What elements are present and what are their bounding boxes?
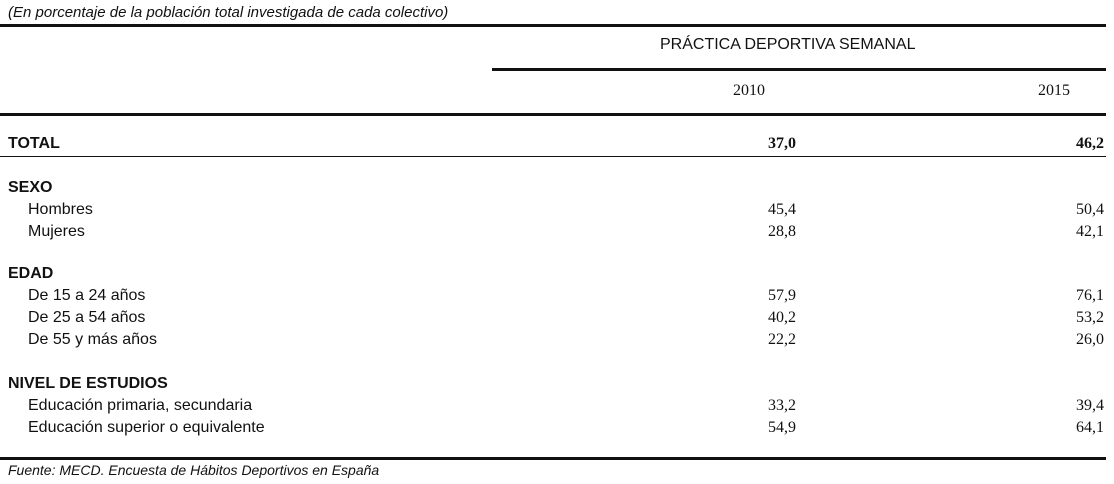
cell-mujeres-2010: 28,8 bbox=[768, 223, 796, 240]
header-bottom-rule bbox=[0, 113, 1106, 116]
cell-55-mas-2010: 22,2 bbox=[768, 331, 796, 348]
total-2010: 37,0 bbox=[768, 135, 796, 152]
bottom-rule bbox=[0, 457, 1106, 460]
row-label-25-54: De 25 a 54 años bbox=[28, 309, 146, 326]
year-header-2010: 2010 bbox=[733, 82, 765, 99]
row-label-hombres: Hombres bbox=[28, 201, 93, 218]
total-2015: 46,2 bbox=[1076, 135, 1104, 152]
cell-hombres-2015: 50,4 bbox=[1076, 201, 1104, 218]
cell-superior-2015: 64,1 bbox=[1076, 419, 1104, 436]
cell-mujeres-2015: 42,1 bbox=[1076, 223, 1104, 240]
row-label-superior: Educación superior o equivalente bbox=[28, 419, 265, 436]
cell-superior-2010: 54,9 bbox=[768, 419, 796, 436]
row-label-55-mas: De 55 y más años bbox=[28, 331, 157, 348]
source-note: Fuente: MECD. Encuesta de Hábitos Deport… bbox=[8, 462, 380, 478]
cell-15-24-2010: 57,9 bbox=[768, 287, 796, 304]
cell-25-54-2010: 40,2 bbox=[768, 309, 796, 326]
cell-primaria-2015: 39,4 bbox=[1076, 397, 1104, 414]
section-label-edad: EDAD bbox=[8, 265, 54, 282]
group-header: PRÁCTICA DEPORTIVA SEMANAL bbox=[660, 36, 916, 53]
cell-15-24-2015: 76,1 bbox=[1076, 287, 1104, 304]
cell-hombres-2010: 45,4 bbox=[768, 201, 796, 218]
section-label-sexo: SEXO bbox=[8, 179, 53, 196]
group-header-rule bbox=[492, 68, 1106, 71]
year-header-2015: 2015 bbox=[1038, 82, 1070, 99]
row-label-primaria: Educación primaria, secundaria bbox=[28, 397, 253, 414]
cell-primaria-2010: 33,2 bbox=[768, 397, 796, 414]
cell-55-mas-2015: 26,0 bbox=[1076, 331, 1104, 348]
row-label-15-24: De 15 a 24 años bbox=[28, 287, 146, 304]
section-label-estudios: NIVEL DE ESTUDIOS bbox=[8, 375, 168, 392]
top-rule bbox=[0, 24, 1106, 27]
cell-25-54-2015: 53,2 bbox=[1076, 309, 1104, 326]
total-rule bbox=[0, 156, 1106, 157]
table-subtitle: (En porcentaje de la población total inv… bbox=[8, 4, 449, 21]
total-label: TOTAL bbox=[8, 135, 60, 152]
row-label-mujeres: Mujeres bbox=[28, 223, 85, 240]
